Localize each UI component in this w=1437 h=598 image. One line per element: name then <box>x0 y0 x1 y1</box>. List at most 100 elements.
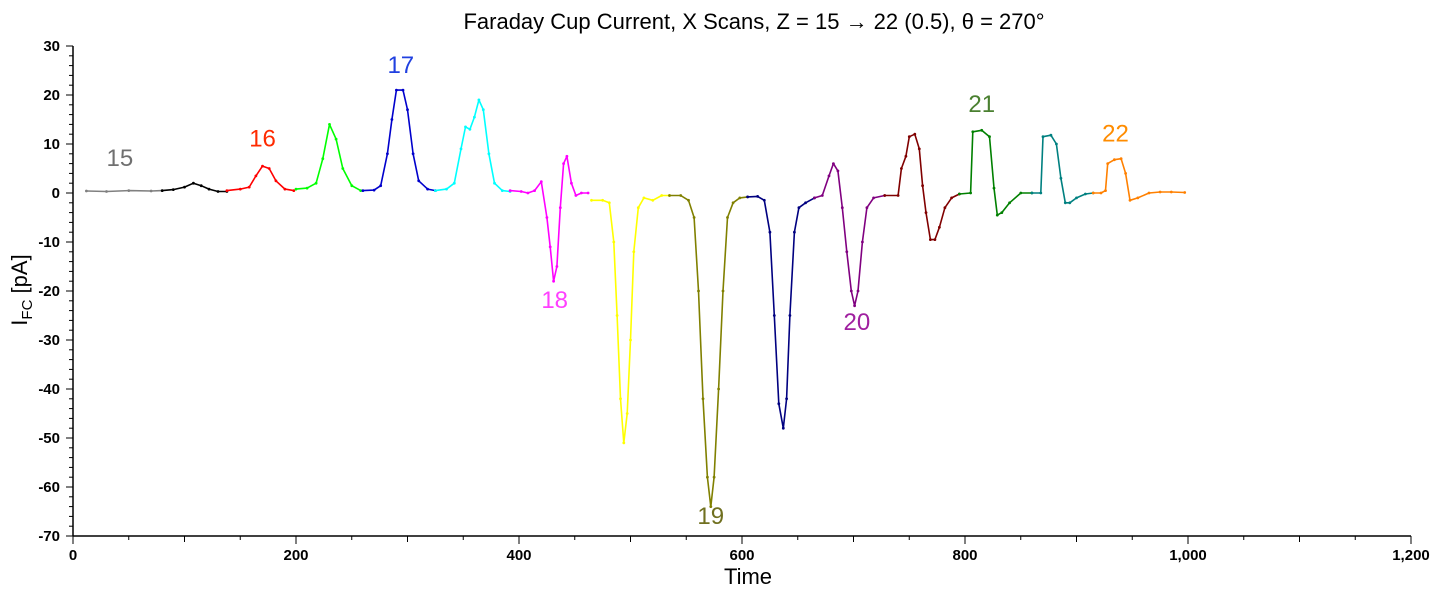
data-point <box>305 186 309 190</box>
series-3 <box>225 164 296 193</box>
data-point <box>788 314 792 317</box>
series-line <box>814 162 885 307</box>
data-point <box>921 184 924 188</box>
data-point <box>216 190 220 193</box>
data-point <box>772 314 776 317</box>
y-axis-label-main: I <box>7 320 32 326</box>
annotation-label: 20 <box>843 309 870 336</box>
data-point <box>924 211 928 215</box>
data-point <box>426 187 429 191</box>
data-point <box>334 137 338 141</box>
data-point <box>570 181 573 185</box>
data-point <box>508 189 512 193</box>
data-point <box>1158 190 1162 194</box>
data-point <box>590 198 593 202</box>
y-tick-label: -40 <box>38 381 60 398</box>
data-point <box>913 132 917 136</box>
data-point <box>519 190 523 193</box>
data-point <box>1119 157 1123 161</box>
series-line <box>510 155 589 283</box>
data-point <box>712 475 716 479</box>
data-point <box>768 230 772 234</box>
data-point <box>883 194 887 197</box>
y-axis-label-unit: [pA] <box>7 254 32 299</box>
data-point <box>971 130 975 134</box>
data-point <box>477 98 481 102</box>
data-point <box>1106 162 1110 166</box>
data-point <box>629 338 632 342</box>
y-tick-label: -60 <box>38 479 60 496</box>
data-point <box>473 115 476 119</box>
data-point <box>533 189 536 193</box>
data-point <box>321 157 325 161</box>
y-tick-label: -10 <box>38 234 60 251</box>
series-line <box>362 89 436 192</box>
series-11 <box>813 162 887 308</box>
data-point <box>105 190 108 193</box>
data-point <box>840 206 844 210</box>
data-point <box>314 181 318 185</box>
data-point <box>601 198 604 202</box>
data-point <box>756 195 759 198</box>
data-point <box>969 191 972 195</box>
data-point <box>565 154 569 158</box>
data-point <box>845 250 849 254</box>
data-point <box>247 185 251 189</box>
y-tick-label: -20 <box>38 283 60 300</box>
data-point <box>379 184 383 188</box>
data-point <box>390 118 394 121</box>
data-point <box>679 194 683 197</box>
data-point <box>207 187 211 191</box>
series-7 <box>508 154 590 283</box>
data-point <box>856 289 860 293</box>
data-point <box>1030 191 1034 195</box>
data-point <box>762 198 766 202</box>
data-point <box>562 162 565 166</box>
data-point <box>933 238 937 242</box>
data-point <box>943 206 947 210</box>
data-point <box>341 167 345 170</box>
data-point <box>781 426 785 430</box>
x-tick-label: 600 <box>729 547 754 564</box>
series-6 <box>434 98 512 193</box>
data-point <box>1075 196 1078 200</box>
data-point <box>777 402 781 406</box>
y-tick-label: 20 <box>43 87 60 104</box>
series-13 <box>958 128 1034 217</box>
series-9 <box>668 194 749 508</box>
data-point <box>328 123 331 126</box>
data-point <box>254 174 258 178</box>
series-1 <box>85 189 164 193</box>
data-point <box>85 189 88 193</box>
series-15 <box>1091 157 1187 202</box>
data-point <box>238 187 242 191</box>
data-point <box>395 88 398 92</box>
annotation-label: 21 <box>968 91 995 118</box>
data-point <box>917 147 921 151</box>
y-tick-label: -50 <box>38 430 60 447</box>
data-point <box>995 213 999 217</box>
data-point <box>171 188 175 192</box>
series-line <box>295 123 362 192</box>
data-point <box>350 184 354 188</box>
series-line <box>959 129 1032 216</box>
data-point <box>406 108 409 112</box>
data-point <box>539 180 543 184</box>
data-point <box>992 186 996 190</box>
x-tick-label: 1,200 <box>1392 547 1430 564</box>
data-point <box>1183 191 1187 194</box>
data-point <box>1063 201 1067 205</box>
y-axis-label: IFC [pA] <box>7 254 36 325</box>
annotation-label: 18 <box>541 287 568 314</box>
data-point <box>459 147 463 151</box>
series-8 <box>590 194 671 445</box>
data-point <box>900 167 903 170</box>
data-point <box>548 245 552 249</box>
data-point <box>896 194 900 197</box>
data-point <box>500 189 504 193</box>
annotation-label: 16 <box>249 125 276 152</box>
series-layer <box>85 88 1187 508</box>
data-point <box>651 198 655 202</box>
data-point <box>804 201 807 205</box>
data-point <box>468 127 472 131</box>
